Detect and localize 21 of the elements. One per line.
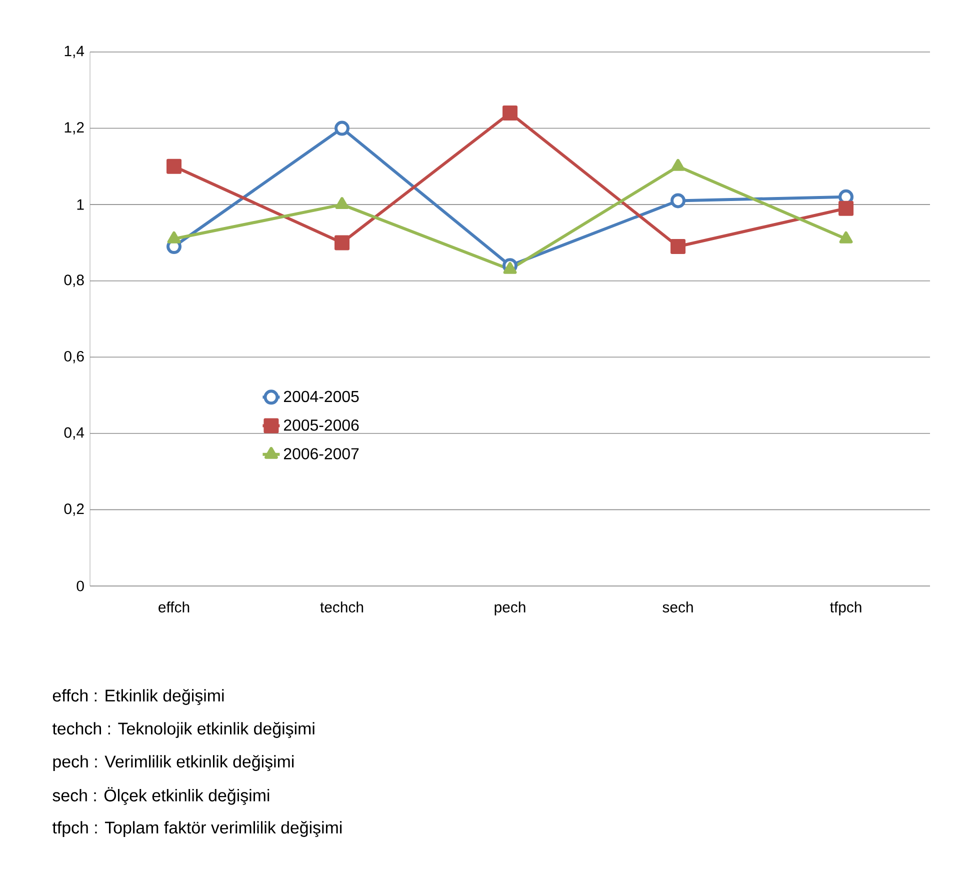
y-tick-label: 0,2 (64, 504, 84, 516)
text: sech : Ölçek etkinlik değişimi (52, 787, 270, 805)
x-tick-label: effch (158, 602, 190, 612)
legend-label: 2005-2006 (284, 419, 359, 431)
x-tick-label: sech (662, 602, 693, 612)
y-tick-label: 0,4 (64, 427, 84, 440)
x-tick-label: techch (320, 602, 364, 612)
x-tick-label: pech (494, 602, 526, 616)
legend-label: 2004-2005 (284, 390, 359, 402)
text: effch : Etkinlik değişimi (52, 688, 224, 706)
y-tick-label: 1 (77, 199, 84, 210)
y-tick-label: 0 (76, 580, 84, 592)
text: techch : Teknolojik etkinlik değişimi (52, 722, 314, 738)
legend-label: 2006-2007 (284, 448, 359, 460)
x-tick-label: tfpch (830, 602, 862, 616)
text: tfpch : Toplam faktör verimlilik değişimi (52, 820, 342, 838)
y-tick-label: 0,8 (64, 274, 84, 288)
y-tick-label: 1,2 (64, 122, 84, 134)
y-tick-label: 0,6 (64, 350, 84, 364)
y-tick-label: 1,4 (64, 46, 84, 58)
text: pech : Verimlilik etkinlik değişimi (53, 754, 294, 772)
